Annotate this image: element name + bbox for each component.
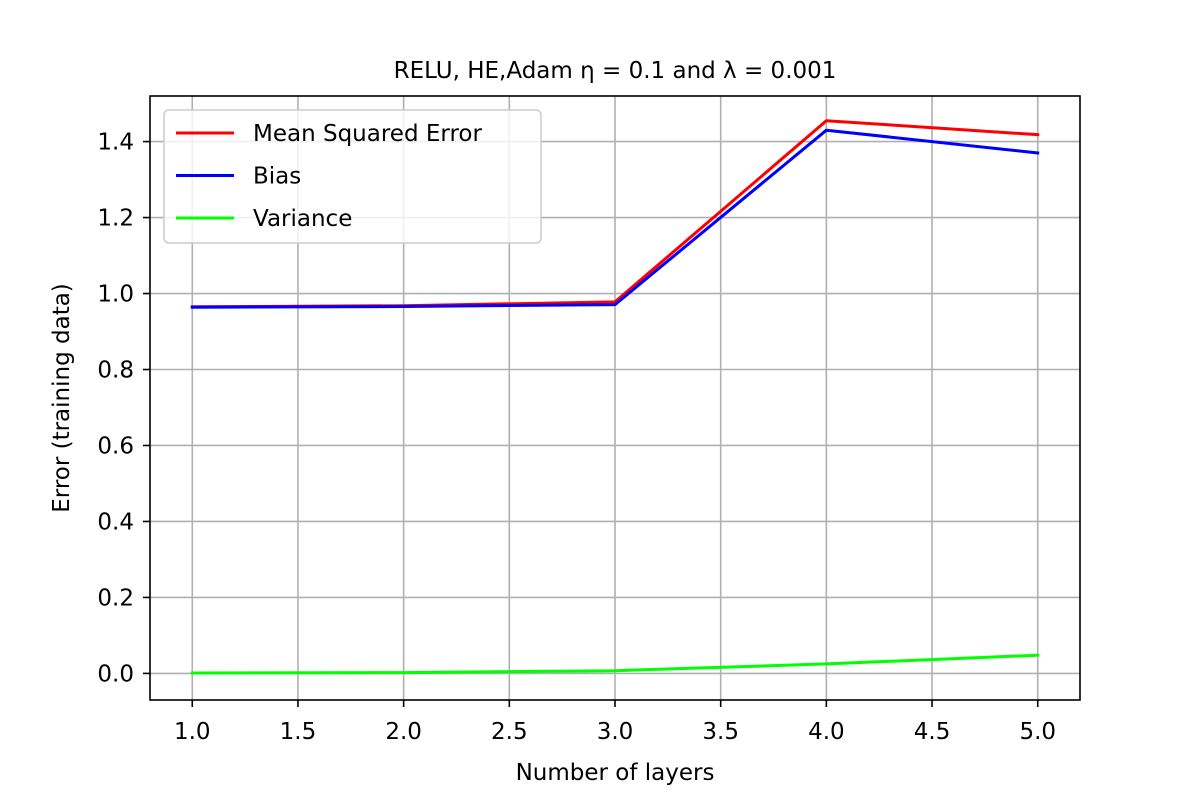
y-tick-label: 1.0 [97, 282, 134, 308]
legend-label: Mean Squared Error [253, 121, 482, 147]
x-tick-label: 1.5 [280, 719, 317, 745]
x-tick-label: 4.0 [808, 719, 845, 745]
x-tick-label: 2.0 [385, 719, 422, 745]
chart-title: RELU, HE,Adam η = 0.1 and λ = 0.001 [394, 58, 837, 84]
series-lines [190, 119, 1040, 675]
legend-label: Variance [253, 206, 352, 232]
y-tick-label: 0.0 [97, 661, 134, 687]
series-line-1 [190, 128, 1040, 309]
y-axis-ticks: 0.0 0.2 0.4 0.6 0.8 1.0 1.2 1.4 [97, 130, 150, 687]
legend-label: Bias [253, 164, 301, 190]
x-tick-label: 3.5 [702, 719, 739, 745]
x-tick-label: 1.0 [174, 719, 211, 745]
y-tick-label: 1.2 [97, 206, 134, 232]
x-tick-label: 3.0 [597, 719, 634, 745]
y-axis-label: Error (training data) [49, 283, 75, 513]
y-tick-label: 0.6 [97, 433, 134, 459]
series-line-2 [190, 653, 1040, 675]
y-tick-label: 0.4 [97, 509, 134, 535]
x-tick-label: 2.5 [491, 719, 528, 745]
x-tick-label: 4.5 [914, 719, 951, 745]
y-tick-label: 0.8 [97, 358, 134, 384]
x-axis-ticks: 1.0 1.5 2.0 2.5 3.0 3.5 4.0 4.5 5.0 [174, 700, 1056, 745]
x-tick-label: 5.0 [1019, 719, 1056, 745]
y-tick-label: 1.4 [97, 130, 134, 156]
y-tick-label: 0.2 [97, 585, 134, 611]
legend: Mean Squared Error Bias Variance [163, 109, 542, 244]
legend-box [163, 109, 542, 244]
x-axis-label: Number of layers [516, 760, 715, 786]
